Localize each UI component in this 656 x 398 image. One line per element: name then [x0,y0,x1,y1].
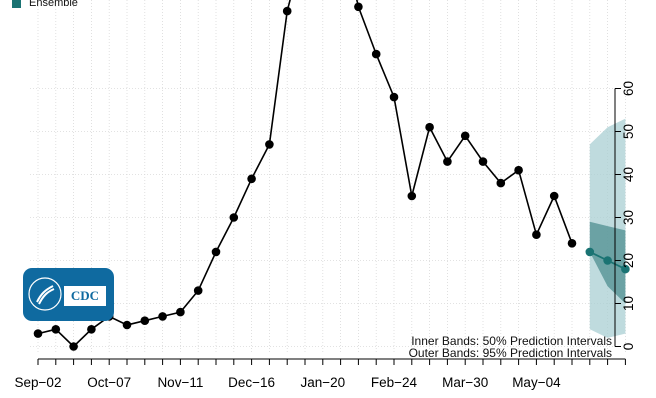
observed-point [354,2,363,12]
observed-point [229,213,239,222]
observed-point [193,286,203,295]
observed-point [140,316,150,326]
observed-point [265,140,274,149]
x-tick-label: Dec−16 [228,375,275,390]
y-tick-label: 20 [621,253,636,268]
y-tick-label: 60 [621,81,636,96]
observed-point [460,131,470,141]
legend-label: Ensemble [29,0,78,9]
observed-point [443,157,452,166]
legend-swatch [12,0,21,8]
y-tick-label: 10 [621,296,636,311]
observed-point [211,247,221,257]
observed-point [371,49,381,59]
cdc-logo-text: CDC [64,286,106,306]
y-tick-label: 50 [621,124,636,139]
observed-point [122,320,132,330]
y-tick-label: 30 [621,210,636,225]
observed-point [282,6,292,16]
observed-point [407,191,417,201]
x-tick-label: Sep−02 [15,375,62,390]
observed-point [478,157,488,166]
observed-point [567,239,577,248]
observed-point [496,178,506,188]
x-tick-label: Nov−11 [157,375,203,390]
grid [30,0,626,352]
observed-point [532,230,541,239]
x-tick-label: Feb−24 [371,375,418,390]
observed-point [514,165,523,175]
observed-point [247,174,256,184]
hhs-eagle-icon [28,277,62,311]
x-tick-label: May−04 [512,375,561,390]
observed-point [425,122,434,132]
ensemble-point [603,256,612,265]
y-tick-label: 0 [621,343,636,351]
x-tick-label: Mar−30 [442,375,488,390]
observed-point [51,325,61,334]
legend: Ensemble [12,0,78,9]
observed-point [158,312,167,321]
observed-point [69,342,78,351]
ensemble-point [621,264,630,274]
observed-point [549,191,559,201]
ensemble-point [585,247,595,257]
observed-point [389,92,399,102]
y-tick-label: 40 [621,167,636,182]
x-tick-label: Oct−07 [87,375,131,390]
observed-point [87,325,96,334]
outer-band-note: Outer Bands: 95% Prediction Intervals [408,346,612,360]
series [33,0,630,351]
x-axis: Sep−02 Oct−07 Nov−11 Dec−16 Jan−20 Feb−24 Mar−… [15,358,626,390]
observed-point [176,307,185,317]
inner-band-note: Inner Bands: 50% Prediction Intervals [411,334,612,348]
y-axis: 0 10 20 30 40 50 60 [614,81,636,351]
x-tick-label: Jan−20 [300,375,345,390]
observed-point [33,329,43,338]
